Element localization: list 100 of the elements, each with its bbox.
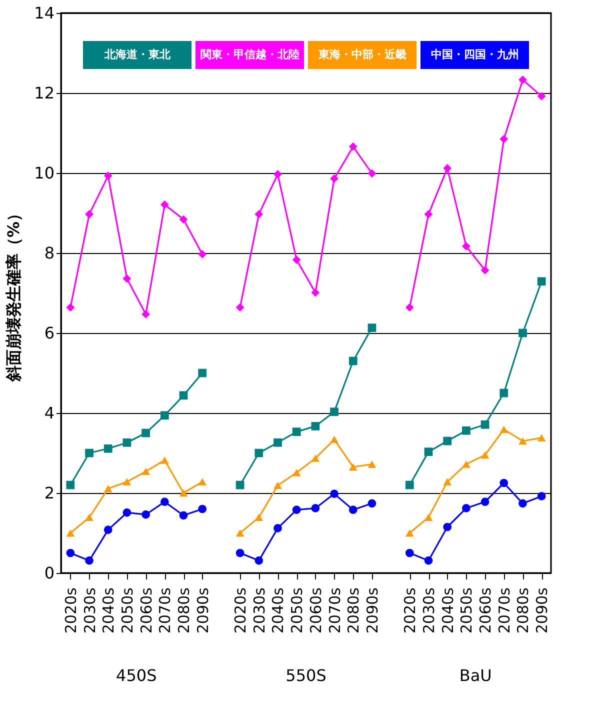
y-tick-label: 4 (44, 404, 54, 422)
point (424, 556, 433, 565)
x-tick-label: 2080s (175, 587, 193, 634)
point (160, 456, 169, 464)
point (85, 556, 94, 565)
point (142, 310, 150, 318)
x-tick-label: 2030s (420, 587, 438, 634)
point (424, 514, 433, 522)
text: BaU (459, 666, 492, 685)
point (66, 480, 75, 490)
text: 東海・中部・近畿 (317, 48, 406, 61)
text: 中国・四国・九州 (430, 48, 519, 61)
x-tick-label: 2050s (458, 587, 476, 634)
point (198, 368, 207, 378)
x-tick-label: 2090s (533, 587, 552, 634)
text: 450S (116, 666, 157, 685)
point (537, 92, 546, 100)
x-tick-label: 2030s (80, 587, 99, 634)
x-tick-label: 2040s (269, 587, 288, 634)
point (198, 478, 207, 486)
point (518, 328, 527, 338)
point (518, 437, 527, 445)
point (122, 274, 132, 283)
x-tick-label: 2080s (514, 587, 532, 634)
point (518, 76, 527, 84)
point (85, 448, 94, 458)
x-tick-label: 2020s (232, 587, 250, 634)
point (480, 498, 490, 506)
point (537, 277, 546, 286)
point (424, 210, 433, 218)
x-tick-label: 2090s (363, 587, 382, 634)
x-tick-label: 2060s (476, 587, 495, 634)
y-tick-label: 6 (44, 324, 54, 342)
x-tick-label: 2090s (194, 587, 212, 634)
x-tick-label: 2020s (62, 587, 80, 634)
point (122, 508, 132, 517)
point (443, 522, 452, 532)
point (462, 426, 470, 435)
point (405, 529, 414, 537)
point (500, 388, 508, 398)
x-tick-label: 2070s (326, 587, 344, 634)
point (142, 468, 150, 476)
point (462, 504, 470, 512)
point (122, 438, 132, 447)
x-tick-label: 2020s (401, 587, 420, 634)
point (104, 172, 112, 180)
x-tick-label: 2060s (306, 587, 325, 634)
point (66, 529, 75, 537)
x-tick-label: 2040s (100, 587, 118, 634)
point (500, 478, 508, 488)
x-tick-label: 2080s (344, 587, 363, 634)
y-tick-label: 8 (44, 244, 54, 262)
text: 北海道・東北 (103, 48, 172, 61)
text: 関東・甲信越・北陸 (200, 48, 300, 61)
point (443, 164, 452, 172)
point (160, 411, 169, 420)
point (179, 489, 188, 497)
point (405, 480, 414, 490)
point (405, 548, 414, 558)
point (66, 303, 75, 312)
point (122, 478, 132, 486)
y-tick-label: 12 (34, 84, 54, 102)
point (179, 215, 188, 224)
x-tick-label: 2060s (137, 587, 156, 634)
point (179, 391, 188, 400)
point (480, 266, 490, 274)
point (160, 498, 169, 506)
x-tick-label: 2070s (495, 587, 514, 634)
point (500, 134, 508, 144)
y-tick-label: 2 (44, 484, 54, 502)
point (462, 242, 470, 250)
x-tick-label: 2050s (118, 587, 136, 634)
x-tick-label: 2040s (438, 587, 457, 634)
point (480, 420, 490, 429)
point (424, 448, 433, 456)
point (85, 514, 94, 522)
point (179, 511, 188, 520)
point (198, 250, 207, 258)
x-tick-label: 2050s (288, 587, 306, 634)
point (104, 526, 112, 534)
point (66, 548, 75, 558)
y-axis-title: 斜面崩壊発生確率（%） (4, 205, 24, 383)
point (480, 451, 490, 459)
text: 550S (286, 666, 326, 685)
point (537, 434, 546, 442)
y-tick-label: 0 (44, 564, 54, 582)
point (142, 428, 150, 438)
point (104, 444, 112, 453)
point (443, 478, 452, 486)
point (160, 200, 169, 209)
point (500, 426, 508, 434)
x-tick-label: 2030s (250, 587, 268, 634)
x-tick-label: 2070s (156, 587, 174, 634)
y-tick-label: 10 (34, 164, 54, 182)
point (518, 499, 527, 508)
point (462, 460, 470, 468)
y-tick-label: 14 (34, 4, 54, 22)
point (443, 436, 452, 446)
point (405, 303, 414, 312)
point (198, 504, 207, 514)
